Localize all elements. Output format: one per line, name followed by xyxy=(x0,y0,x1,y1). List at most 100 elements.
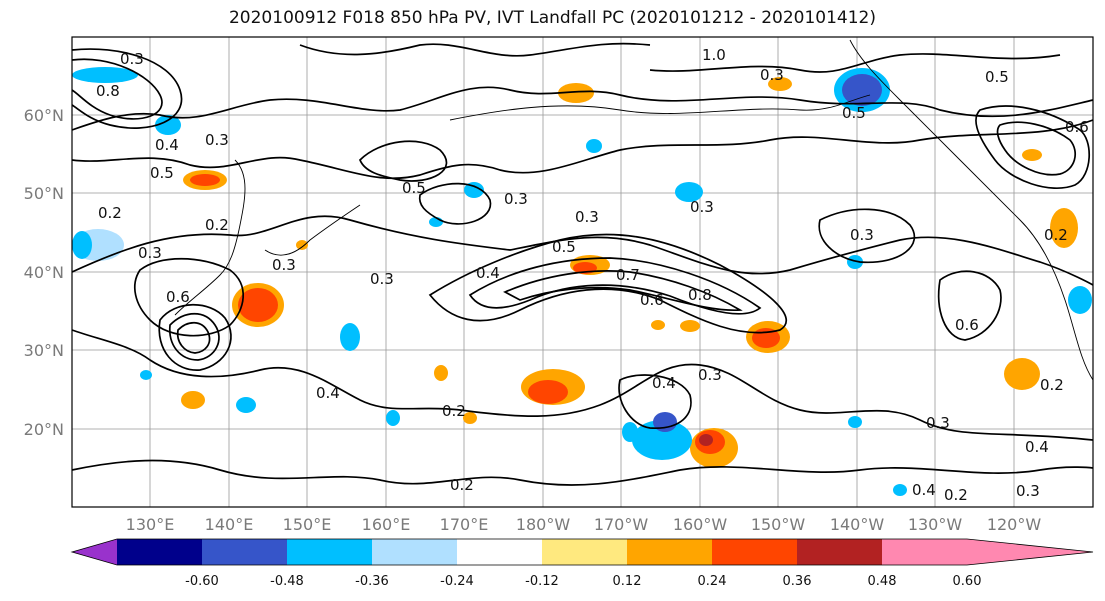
pc-patch xyxy=(675,182,703,202)
contour-label: 0.3 xyxy=(698,366,722,384)
contour-label: 0.3 xyxy=(850,226,874,244)
pv-contour xyxy=(818,208,916,264)
longitude-labels: 130°E 140°E 150°E 160°E 170°E 180°W 170°… xyxy=(126,515,1042,534)
colorbar-segment xyxy=(627,539,712,565)
colorbar-segment xyxy=(372,539,457,565)
lon-label: 170°W xyxy=(594,515,649,534)
colorbar-tick-label: 0.24 xyxy=(698,574,727,589)
colorbar-tick-label: 0.48 xyxy=(868,574,897,589)
coastline-north-america xyxy=(849,39,1094,381)
pv-contour xyxy=(71,48,183,129)
lon-label: 170°E xyxy=(440,515,489,534)
colorbar-tick-label: 0.36 xyxy=(783,574,812,589)
pc-patch xyxy=(386,410,400,426)
colorbar-tick-label: -0.60 xyxy=(185,574,219,589)
pc-patch xyxy=(296,240,308,250)
pv-contour xyxy=(299,42,651,57)
pc-patch xyxy=(622,422,638,442)
colorbar-tick-label: 0.60 xyxy=(953,574,982,589)
lon-label: 160°E xyxy=(362,515,411,534)
lon-label: 140°W xyxy=(830,515,885,534)
contour-label: 0.2 xyxy=(442,402,466,420)
pc-patch xyxy=(434,365,448,381)
pv-contour xyxy=(618,374,692,429)
pc-patch xyxy=(680,320,700,332)
contour-label: 0.4 xyxy=(476,264,500,282)
colorbar-tick-label: -0.24 xyxy=(440,574,474,589)
map-panel xyxy=(71,36,1094,508)
pv-contour xyxy=(71,215,1094,286)
coastline-asia xyxy=(174,159,246,316)
contour-label: 0.3 xyxy=(926,414,950,432)
colorbar-segment xyxy=(542,539,627,565)
pv-contour xyxy=(468,257,762,315)
pv-contour xyxy=(176,321,211,354)
contour-label: 0.7 xyxy=(616,266,640,284)
lon-label: 120°W xyxy=(987,515,1042,534)
colorbar-segment xyxy=(712,539,797,565)
contour-label: 0.5 xyxy=(985,68,1009,86)
pv-contour xyxy=(71,58,163,120)
contour-label: 0.3 xyxy=(120,50,144,68)
pc-patch xyxy=(464,182,484,198)
contour-label: 0.4 xyxy=(155,136,179,154)
pc-patch xyxy=(155,115,181,135)
pc-patch xyxy=(1022,149,1042,161)
map-title: 2020100912 F018 850 hPa PV, IVT Landfall… xyxy=(228,8,876,28)
colorbar-tick-label: -0.12 xyxy=(525,574,559,589)
lon-label: 160°W xyxy=(673,515,728,534)
pv-contour xyxy=(169,312,220,361)
colorbar-segment xyxy=(202,539,287,565)
contour-label: 0.6 xyxy=(166,288,190,306)
coastline-aleutians xyxy=(449,94,871,121)
contour-label: 0.6 xyxy=(1065,118,1089,136)
coastline-japan xyxy=(264,204,361,256)
contour-label: 0.2 xyxy=(98,204,122,222)
pc-patch xyxy=(632,420,692,460)
pc-patch xyxy=(847,255,863,269)
colorbar-tick-label: -0.48 xyxy=(270,574,304,589)
contour-label: 0.3 xyxy=(138,244,162,262)
lat-label: 50°N xyxy=(24,184,64,203)
pc-patch xyxy=(893,484,907,496)
pc-patch xyxy=(181,391,205,409)
colorbar-tick-label: 0.12 xyxy=(613,574,642,589)
contour-label: 0.8 xyxy=(96,82,120,100)
pv-contour xyxy=(937,270,1002,341)
contour-label: 0.4 xyxy=(1025,438,1049,456)
contour-label: 0.4 xyxy=(316,384,340,402)
pv-contour xyxy=(428,233,787,334)
contour-label: 0.3 xyxy=(370,270,394,288)
colorbar-tick-label: -0.36 xyxy=(355,574,389,589)
pv-contour xyxy=(71,329,1094,441)
pv-contour xyxy=(71,459,1094,486)
contour-label: 0.2 xyxy=(1040,376,1064,394)
contour-label: 0.3 xyxy=(205,131,229,149)
contour-label: 0.2 xyxy=(1044,226,1068,244)
pc-patch xyxy=(236,397,256,413)
contour-label: 0.3 xyxy=(760,66,784,84)
map-border xyxy=(71,36,1094,508)
pc-patch xyxy=(140,370,152,380)
contour-label: 0.5 xyxy=(150,164,174,182)
pc-patch xyxy=(586,139,602,153)
pv-contour xyxy=(158,303,232,371)
colorbar: -0.60 -0.48 -0.36 -0.24 -0.12 0.12 0.24 … xyxy=(70,538,1094,589)
pc-patch xyxy=(238,288,278,322)
contour-label: 0.5 xyxy=(402,179,426,197)
contour-label: 0.4 xyxy=(652,374,676,392)
lon-label: 180°W xyxy=(516,515,571,534)
contour-label: 0.3 xyxy=(504,190,528,208)
colorbar-segment xyxy=(117,539,202,565)
contour-label: 0.3 xyxy=(690,198,714,216)
lon-label: 130°E xyxy=(126,515,175,534)
lat-label: 20°N xyxy=(24,420,64,439)
pv-contour xyxy=(975,105,1091,190)
pc-patch xyxy=(651,320,665,330)
pc-patch xyxy=(842,74,882,106)
pv-contour xyxy=(358,140,448,182)
contour-label: 0.3 xyxy=(272,256,296,274)
colorbar-segment xyxy=(882,539,967,565)
contour-label: 0.3 xyxy=(575,208,599,226)
